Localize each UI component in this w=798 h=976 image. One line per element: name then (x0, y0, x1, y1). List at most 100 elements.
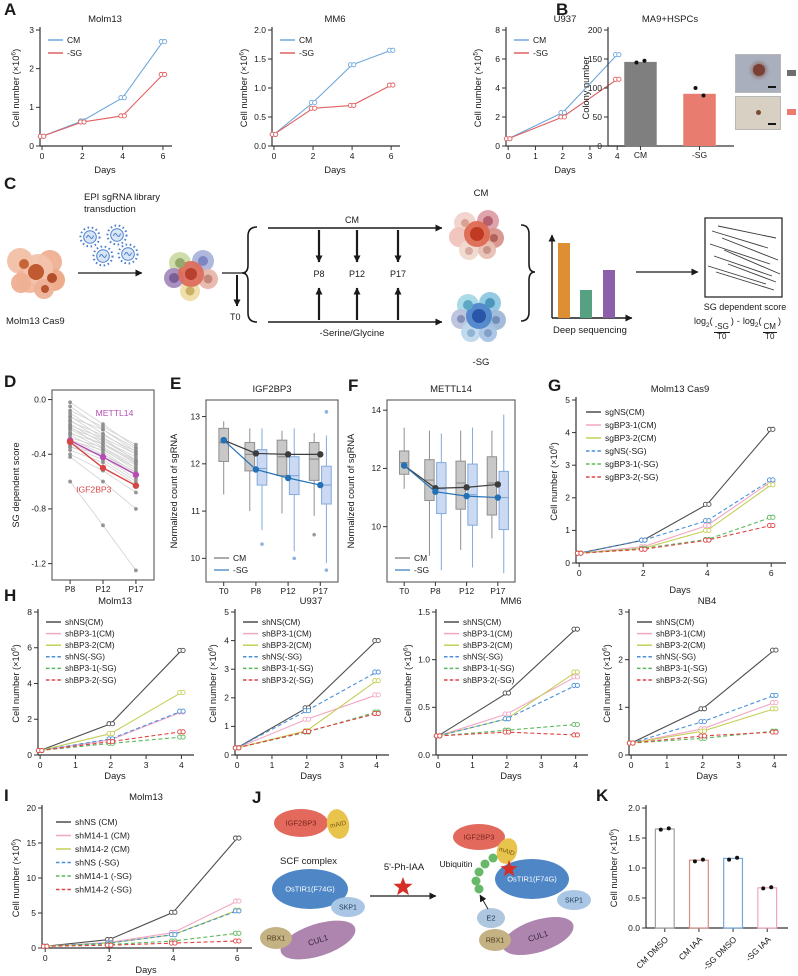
circle (117, 243, 139, 265)
series-CM (403, 465, 498, 489)
j-rbx1-right-label: RBX1 (486, 938, 504, 945)
y-tick-label: 200 (588, 25, 602, 35)
replicate-marker (773, 729, 779, 735)
replicate-marker (390, 47, 396, 53)
circle (134, 449, 138, 454)
chart-svg-g-molm13cas9: 0 1 2 3 4 5 0 2 4 6 Molm13 Cas9 Days Cell number (×1… (549, 384, 786, 595)
outlier-dot (260, 542, 264, 546)
chart-b-colony: 0 50 100 150 200 CM -SG MA9+HSPCs Colony number (578, 4, 738, 175)
tspan: ) (11, 49, 21, 52)
tspan: Cell number (×10 (549, 449, 559, 521)
replicate-marker (351, 102, 357, 108)
circle (68, 452, 72, 457)
x-tick-label: CM (634, 150, 647, 160)
x-tick-label: 4 (120, 151, 125, 161)
y-tick-label: 1.0 (628, 863, 640, 873)
x-tick-label: 3 (736, 760, 741, 770)
data-dot (761, 886, 766, 891)
y-tick-label: 1 (224, 721, 229, 731)
x-tick-label: 3 (339, 760, 344, 770)
circle (467, 329, 475, 337)
tspan: 6 (11, 647, 18, 651)
tspan: Cell number (×10 (403, 651, 413, 723)
x-tick-label: P12 (95, 584, 110, 594)
y-tick-label: 0.0 (418, 750, 430, 760)
circle (470, 227, 484, 241)
legend-label: shM14-2 (-SG) (75, 884, 132, 894)
x-tick-label: 4 (615, 151, 620, 161)
series-shNS(-SG) (40, 710, 182, 752)
replicate-marker (770, 426, 776, 432)
x-tick-label: 0 (40, 151, 45, 161)
x-tick-label: 3 (144, 760, 149, 770)
chart-svg-f-mettl14: 10 12 14 T0 P8 P12 P17 METTL14 Normalized count … (346, 384, 516, 596)
colony-blob-cm (753, 64, 765, 76)
legend-label: -SG (533, 48, 548, 58)
rect (218, 427, 230, 462)
data-dot (727, 857, 732, 862)
replicate-marker (616, 76, 622, 82)
bar-CM IAA (688, 859, 709, 929)
panel-label-c: C (4, 174, 17, 193)
outlier-dot (292, 556, 297, 561)
ellipse (331, 897, 365, 917)
x-tick-label: -SG IAA (744, 934, 773, 963)
circle (185, 268, 197, 280)
outlier-dot (324, 568, 329, 572)
circle (101, 427, 105, 432)
e2-transfer-arrow (479, 894, 489, 910)
y-tick-label: 6 (495, 54, 500, 64)
circle (134, 442, 138, 447)
x-tick-label: 1 (665, 760, 670, 770)
y-tick-label: 0 (565, 558, 570, 568)
rect (386, 399, 516, 583)
y-axis-label: Cell number (×106) (11, 839, 22, 917)
replicate-marker (706, 527, 712, 533)
replicate-marker (706, 501, 712, 507)
y-tick-label: 0 (224, 750, 229, 760)
legend-label: shBP3-1(-SG) (65, 664, 117, 673)
tspan: ) (11, 644, 21, 647)
circle (185, 286, 195, 296)
circle (11, 273, 31, 293)
j-igf2bp3-right: IGF2BP3 (453, 824, 505, 850)
tspan: ) (602, 644, 612, 647)
data-dot (769, 885, 774, 890)
replicate-marker (561, 114, 567, 120)
chart-svg-d-slope: 0.0 -0.4 -0.8 -1.2 P8 P12 P17 SG dependent scor… (11, 389, 155, 594)
cm-cell-cluster (449, 210, 504, 260)
tspan: 5 (473, 52, 480, 56)
replicate-marker (180, 734, 186, 740)
replicate-marker (236, 938, 242, 944)
legend-label: sgNS(CM) (605, 407, 645, 417)
panel-label-i: I (4, 786, 9, 805)
x-tick-label: 2 (505, 760, 510, 770)
j-igf2bp3-left: IGF2BP3 (274, 809, 328, 837)
replicate-marker (701, 733, 707, 739)
circle (484, 329, 492, 337)
replicate-marker (574, 732, 580, 738)
y-tick-label: 14 (372, 405, 382, 415)
legend-label: -SG (67, 48, 82, 58)
y-tick-label: 6 (27, 643, 32, 653)
y-tick-label: 3 (29, 25, 34, 35)
j-maid-left-label: mAID (329, 820, 347, 830)
x-tick-label: -SG (692, 150, 707, 160)
y-tick-label: 1.0 (418, 654, 430, 664)
series-shBP3-2(-SG) (236, 712, 377, 749)
replicate-marker (236, 930, 242, 936)
circle (134, 490, 138, 495)
tspan: ) (208, 644, 218, 647)
y-tick-label: 150 (588, 54, 602, 64)
line (707, 265, 767, 285)
sg-score-formula: log2(-SG T0) - log2(CM T0) (694, 316, 781, 341)
legend-label: shBP3-1(CM) (656, 629, 706, 638)
replicate-marker (162, 71, 168, 78)
mean-dot (220, 436, 227, 444)
replicate-marker (236, 898, 242, 904)
molm13-cell-cluster (7, 248, 65, 299)
ellipse (260, 927, 292, 949)
replicate-marker (236, 908, 242, 914)
bar--SG (683, 93, 716, 146)
x-tick-label: 2 (700, 760, 705, 770)
